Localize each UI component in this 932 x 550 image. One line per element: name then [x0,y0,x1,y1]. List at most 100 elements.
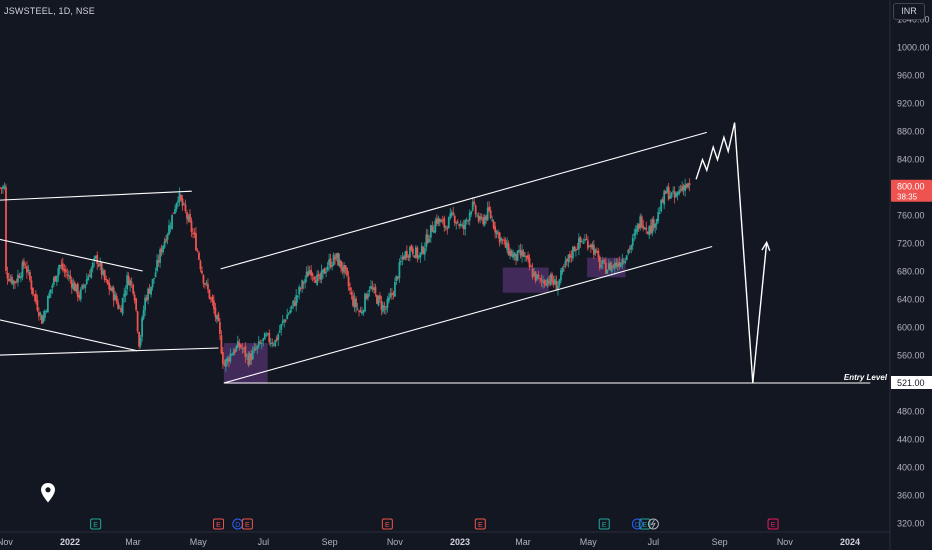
candle-body [401,256,404,260]
candle-body [500,237,503,241]
trend-line [0,319,138,352]
candle-body [583,239,586,241]
y-tick-label: 720.00 [897,239,925,249]
candle-body [52,277,55,285]
candle-body [201,270,203,274]
x-tick-label: Jul [648,537,660,547]
trend-line [0,238,143,272]
candle-body [524,255,526,257]
candle-body [497,232,500,234]
earnings-icon-letter: E [93,522,98,529]
candle-body [70,279,73,288]
candle-body [256,345,259,350]
candle-body [238,342,241,347]
candle-body [286,314,289,320]
candle-body [477,215,480,222]
candle-body [165,239,167,242]
candle-body [266,333,269,335]
candle-body [281,320,284,324]
candle-body [35,293,37,302]
candle-body [408,247,411,258]
candle-body [180,194,182,200]
candle-body [251,350,254,360]
candle-body [512,254,514,258]
candle-body [483,216,486,225]
candle-body [224,359,227,368]
candle-body [172,212,175,214]
trend-line [0,190,192,201]
candle-body [187,215,190,221]
candle-body [507,243,510,255]
candle-body [27,269,30,272]
candle-body [554,279,556,285]
candle-body [0,187,1,189]
candle-body [426,234,429,243]
candle-body [438,218,441,223]
candle-body [268,332,271,343]
split-icon [647,518,659,530]
candle-body [340,260,342,269]
candle-body [359,310,362,313]
candle-body [543,280,546,284]
candle-body [392,292,395,296]
candle-body [592,245,595,255]
candle-body [628,248,631,250]
candle-body [236,340,239,348]
candle-body [51,285,54,289]
candle-body [658,212,661,214]
candle-body [488,206,491,211]
candle-body [648,226,651,236]
current-price-countdown: 38:35 [897,193,918,202]
candle-body [437,217,440,225]
candle-body [30,280,33,290]
candle-body [429,224,432,238]
candle-body [435,218,438,224]
candle-body [192,232,194,234]
candle-body [142,310,145,319]
candle-body [40,314,43,324]
candle-body [123,293,126,298]
y-tick-label: 400.00 [897,463,925,473]
candle-body [54,276,57,282]
candle-body [108,282,111,290]
candle-body [245,354,248,356]
symbol-title[interactable]: JSWSTEEL, 1D, NSE [4,6,95,16]
candle-body [612,265,615,267]
candle-body [652,219,655,229]
candle-body [15,281,18,283]
candle-body [111,287,114,292]
candle-body [133,294,136,301]
projection-arrowhead [761,240,771,251]
candle-body [519,249,522,256]
candle-body [473,201,476,205]
currency-button[interactable]: INR [893,3,925,20]
candle-body [85,279,88,285]
candle-body [157,260,160,263]
candle-body [441,219,444,221]
candle-body [681,186,684,192]
candle-body [386,298,389,309]
candle-body [344,265,347,270]
candle-body [210,298,212,300]
candle-body [664,191,667,194]
candle-body [260,342,263,344]
earnings-icon-letter: E [602,522,607,529]
map-pin-icon[interactable] [40,482,56,504]
candle-body [346,268,348,276]
candle-body [317,274,320,276]
candle-body [76,283,79,297]
x-tick-label: 2023 [450,537,470,547]
candle-body [368,289,371,292]
candle-body [534,271,537,281]
candle-body [198,252,200,260]
candle-body [506,242,509,250]
candle-body [193,232,196,235]
candle-body [491,219,494,221]
candle-body [569,253,571,258]
candle-body [631,237,634,246]
candle-body [373,287,375,290]
candle-body [552,280,555,285]
candle-body [100,262,103,275]
candle-body [75,284,78,292]
